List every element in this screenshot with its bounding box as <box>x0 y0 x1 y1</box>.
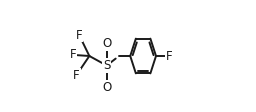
Text: S: S <box>103 59 110 72</box>
Text: F: F <box>76 29 83 42</box>
Text: F: F <box>70 48 77 61</box>
Text: O: O <box>102 37 111 50</box>
Text: F: F <box>166 50 173 62</box>
Text: F: F <box>73 69 80 82</box>
Text: O: O <box>102 81 111 94</box>
